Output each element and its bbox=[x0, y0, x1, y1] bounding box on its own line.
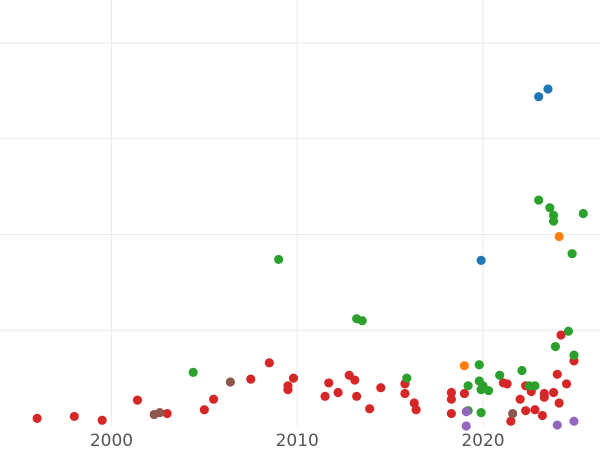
data-point-series-0-25 bbox=[446, 394, 456, 404]
data-point-series-2-0 bbox=[476, 255, 486, 265]
data-point-series-0-31 bbox=[515, 394, 525, 404]
data-point-series-1-0 bbox=[188, 367, 198, 377]
data-point-series-2-2 bbox=[543, 84, 553, 94]
data-point-series-1-16 bbox=[530, 381, 540, 391]
data-point-series-0-16 bbox=[350, 375, 360, 385]
data-point-series-1-4 bbox=[402, 373, 412, 383]
data-point-series-0-30 bbox=[506, 416, 516, 426]
data-point-series-0-26 bbox=[446, 408, 456, 419]
data-point-series-0-41 bbox=[554, 398, 564, 408]
data-point-series-1-3 bbox=[357, 316, 367, 326]
data-point-series-1-1 bbox=[274, 254, 284, 265]
data-point-series-0-20 bbox=[400, 388, 410, 399]
data-point-series-0-43 bbox=[561, 379, 572, 389]
data-point-series-0-2 bbox=[97, 415, 107, 425]
data-point-series-1-18 bbox=[545, 203, 555, 213]
data-point-series-1-14 bbox=[517, 365, 527, 376]
data-point-series-0-1 bbox=[69, 411, 79, 422]
x-tick-label-2010: 2010 bbox=[276, 431, 319, 450]
data-point-series-1-25 bbox=[578, 208, 588, 219]
data-point-series-1-20 bbox=[548, 210, 559, 220]
data-point-series-1-5 bbox=[463, 381, 473, 391]
data-point-series-0-23 bbox=[411, 405, 421, 415]
data-point-series-0-17 bbox=[352, 391, 362, 401]
data-point-series-1-17 bbox=[534, 195, 544, 205]
data-point-series-1-8 bbox=[474, 360, 484, 370]
data-point-series-0-32 bbox=[521, 406, 531, 416]
data-point-series-1-23 bbox=[567, 249, 577, 259]
data-point-series-0-13 bbox=[324, 378, 334, 388]
data-point-series-0-12 bbox=[320, 391, 330, 401]
data-point-series-0-38 bbox=[539, 392, 549, 402]
data-point-series-1-12 bbox=[483, 385, 494, 396]
data-point-series-0-8 bbox=[264, 358, 274, 368]
data-point-series-0-35 bbox=[530, 405, 540, 415]
data-point-series-4-1 bbox=[155, 407, 165, 418]
data-point-series-1-24 bbox=[569, 350, 579, 360]
data-point-series-0-0 bbox=[32, 413, 42, 423]
data-point-series-0-11 bbox=[288, 373, 299, 383]
data-point-series-0-39 bbox=[548, 387, 559, 398]
data-point-series-0-40 bbox=[552, 369, 562, 379]
data-point-series-0-24 bbox=[446, 387, 456, 398]
x-tick-label-2000: 2000 bbox=[90, 431, 133, 450]
data-point-series-2-1 bbox=[534, 92, 544, 102]
data-point-series-0-6 bbox=[209, 394, 219, 404]
data-point-series-0-3 bbox=[132, 395, 143, 405]
data-point-series-1-9 bbox=[476, 407, 486, 418]
data-point-series-1-21 bbox=[550, 341, 561, 352]
data-point-series-3-0 bbox=[459, 361, 469, 371]
data-point-series-1-13 bbox=[495, 370, 505, 380]
data-point-series-5-1 bbox=[461, 407, 471, 417]
data-point-series-5-2 bbox=[552, 420, 562, 430]
data-points bbox=[32, 84, 588, 431]
data-point-series-0-42 bbox=[556, 330, 566, 340]
data-point-series-0-29 bbox=[502, 379, 512, 389]
data-point-series-0-27 bbox=[459, 388, 469, 399]
data-point-series-5-3 bbox=[569, 416, 579, 426]
data-point-series-0-4 bbox=[162, 408, 172, 419]
data-point-series-3-1 bbox=[554, 231, 564, 242]
data-point-series-0-18 bbox=[365, 404, 375, 414]
data-point-series-4-2 bbox=[225, 377, 235, 387]
data-point-series-0-10 bbox=[283, 385, 293, 395]
x-tick-label-2020: 2020 bbox=[461, 431, 504, 450]
gridlines bbox=[0, 0, 600, 426]
data-point-series-1-22 bbox=[563, 326, 574, 336]
data-point-series-4-3 bbox=[508, 408, 518, 419]
data-point-series-5-0 bbox=[461, 421, 471, 431]
data-point-series-0-7 bbox=[246, 374, 256, 384]
data-point-series-0-5 bbox=[199, 405, 209, 415]
data-point-series-0-36 bbox=[537, 410, 548, 421]
data-point-series-0-19 bbox=[376, 383, 386, 393]
data-point-series-0-14 bbox=[333, 387, 343, 398]
x-tick-labels: 2000 2010 2020 bbox=[90, 431, 505, 450]
